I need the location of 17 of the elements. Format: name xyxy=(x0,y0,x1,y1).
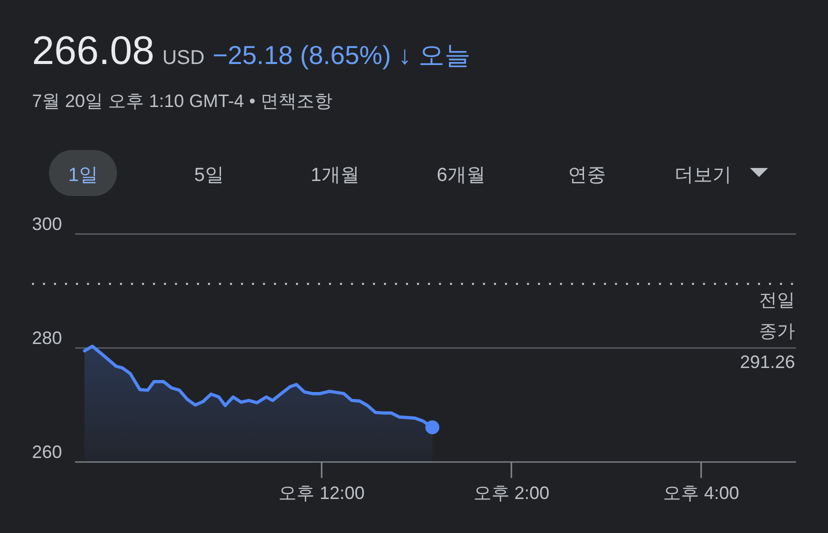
text: −25.18 (8.65%) ↓ 오늘 xyxy=(212,40,471,70)
y-tick-label: 300 xyxy=(32,214,62,234)
x-tick-label: 오후 4:00 xyxy=(663,483,740,503)
text: USD xyxy=(162,47,205,69)
text: 연중 xyxy=(568,165,606,186)
x-tick-label: 오후 2:00 xyxy=(473,483,550,503)
text: 1일 xyxy=(68,165,98,186)
chart-title: 266.08 xyxy=(32,29,154,73)
y-tick-label: 260 xyxy=(32,442,62,462)
chart-subtitle: 7월 20일 오후 1:10 GMT-4 • 면책조항 xyxy=(32,91,332,111)
ref-line-label: 전일 종가 291.26 xyxy=(740,290,795,372)
text: 1개월 xyxy=(310,165,360,186)
text: 5일 xyxy=(194,165,224,186)
x-tick-label: 오후 12:00 xyxy=(278,483,365,503)
text: 더보기 xyxy=(674,165,732,186)
y-tick-label: 280 xyxy=(32,328,62,348)
text: 6개월 xyxy=(436,165,486,186)
